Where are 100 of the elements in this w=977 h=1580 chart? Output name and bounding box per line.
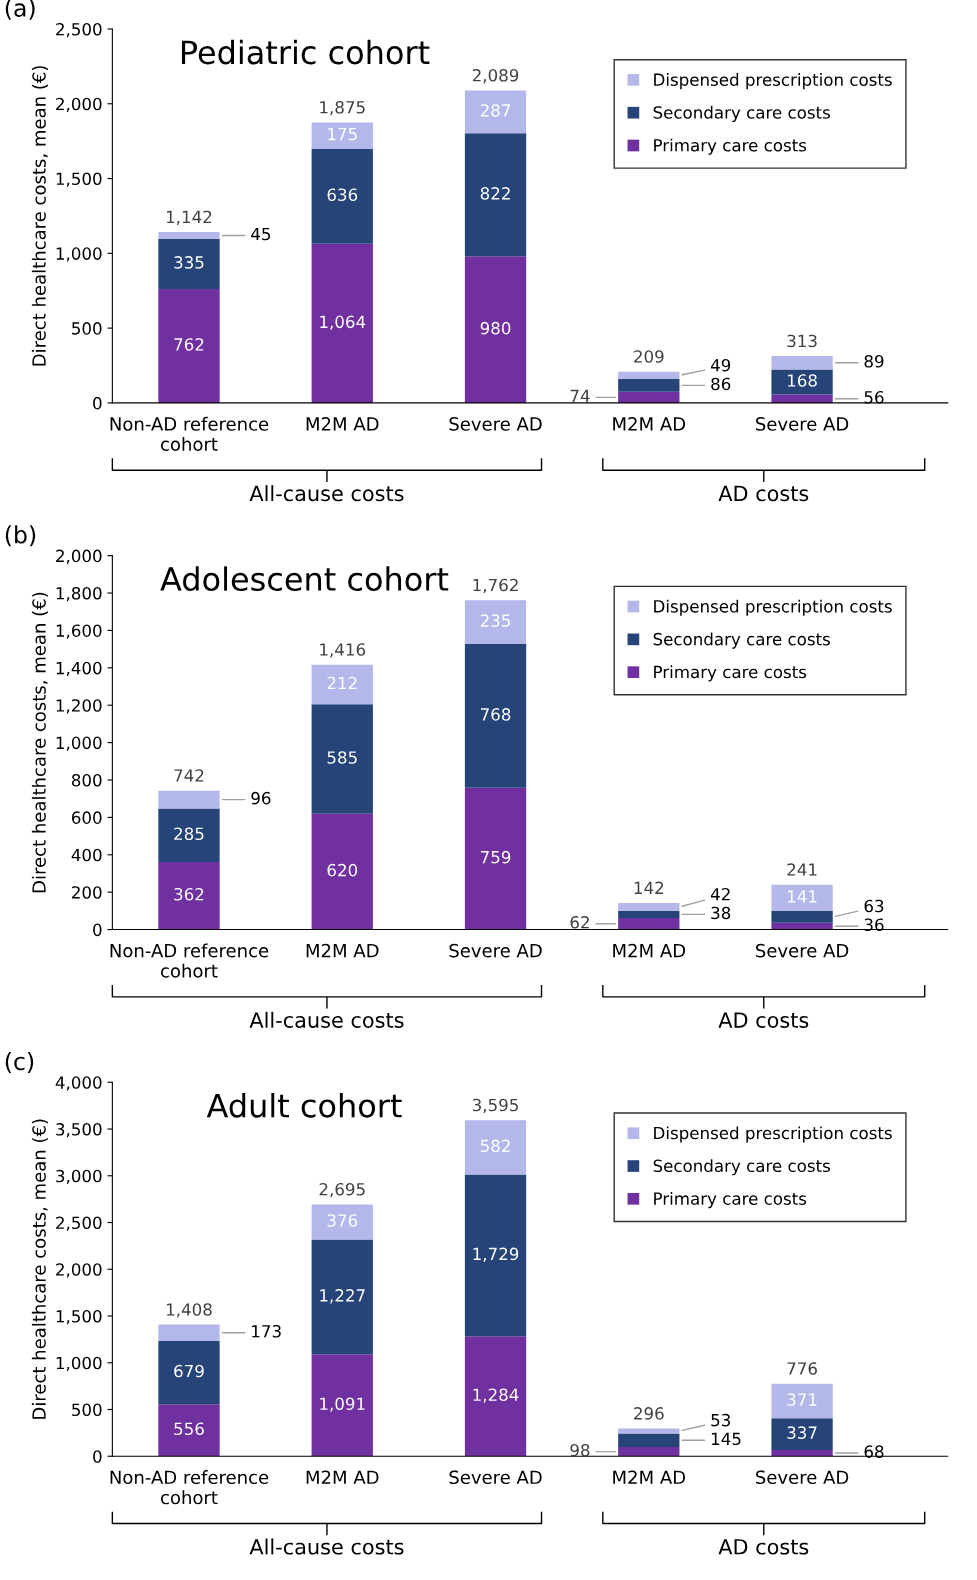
data-label: 96: [251, 791, 271, 805]
data-label: 38: [711, 906, 731, 920]
data-label: 173: [252, 1324, 281, 1338]
x-tick-label: Severe AD: [756, 943, 849, 958]
data-label: 335: [174, 256, 204, 269]
y-tick-label: 400: [71, 848, 102, 862]
total-label: 241: [787, 863, 817, 876]
data-label: 371: [787, 1393, 817, 1406]
y-tick-label: 1,500: [56, 1309, 102, 1325]
y-tick-label: 1,600: [56, 624, 102, 639]
data-label: 45: [251, 227, 271, 241]
total-label: 742: [174, 769, 204, 782]
chart-title: Adolescent cohort: [160, 566, 449, 592]
total-label: 1,762: [473, 578, 518, 593]
bar: [158, 1340, 220, 1405]
data-label: 620: [327, 863, 358, 877]
data-label: 768: [481, 708, 511, 721]
y-tick-label: 2,000: [56, 549, 102, 564]
y-tick-label: 0: [93, 1450, 102, 1463]
x-tick-label: Severe AD: [449, 417, 542, 431]
x-tick-label: Severe AD: [756, 1470, 849, 1485]
data-label: 285: [174, 827, 204, 841]
bar: [771, 911, 833, 923]
y-tick-label: 1,800: [56, 586, 102, 602]
data-label: 762: [174, 338, 204, 351]
y-axis-title: Direct healthcare costs, mean (€): [31, 66, 48, 366]
total-label: 2,089: [472, 69, 519, 84]
bar: [771, 1383, 833, 1419]
bar: [158, 861, 220, 930]
y-tick-label: 500: [72, 1403, 102, 1417]
x-tick-label: Non-AD reference cohort: [110, 416, 269, 451]
total-label: 1,416: [320, 643, 366, 658]
data-label: 63: [864, 899, 884, 913]
y-tick-label: 800: [71, 773, 102, 787]
legend-label: Dispensed prescription costs: [654, 599, 892, 616]
total-label: 1,875: [320, 101, 365, 116]
bar: [311, 1354, 373, 1457]
bar: [311, 704, 373, 814]
text: (c): [5, 1052, 34, 1074]
bar: [771, 1418, 833, 1450]
bar: [311, 664, 373, 705]
bar: [311, 813, 373, 930]
y-tick-label: 0: [93, 396, 102, 410]
y-tick-label: 1,500: [56, 172, 102, 187]
data-label: 53: [711, 1413, 730, 1427]
chart-title: Pediatric cohort: [181, 39, 430, 65]
total-label: 776: [787, 1362, 817, 1375]
text: (b): [5, 525, 36, 547]
data-label: 168: [788, 374, 817, 387]
x-tick-label: M2M AD: [613, 943, 686, 958]
data-label: 556: [174, 1422, 204, 1436]
data-label: 62: [570, 916, 589, 929]
y-tick-label: 600: [71, 811, 102, 824]
total-label: 3,595: [472, 1098, 518, 1114]
data-label: 89: [864, 354, 884, 368]
data-label: 585: [327, 751, 357, 764]
data-label: 980: [480, 321, 511, 335]
total-label: 296: [634, 1407, 664, 1420]
x-tick-label: M2M AD: [613, 417, 686, 431]
bar: [311, 243, 373, 403]
x-tick-label: Severe AD: [756, 417, 849, 431]
bar: [618, 378, 680, 392]
y-tick-label: 1,400: [56, 661, 102, 677]
y-tick-label: 2,000: [56, 1263, 102, 1278]
y-tick-label: 1,200: [56, 699, 102, 714]
data-label: 287: [480, 104, 511, 117]
legend-label: Primary care costs: [654, 138, 807, 155]
y-tick-label: 3,500: [56, 1123, 102, 1138]
data-label: 759: [481, 850, 511, 864]
bar: [464, 256, 527, 403]
total-label: 313: [787, 334, 817, 348]
bar: [464, 600, 527, 645]
y-tick-label: 2,500: [56, 22, 102, 38]
total-label: 209: [634, 350, 664, 363]
bar: [464, 787, 527, 930]
bar: [618, 1433, 680, 1448]
legend-label: Secondary care costs: [653, 1159, 830, 1176]
bar: [618, 1447, 680, 1457]
text: AD costs: [718, 1539, 809, 1555]
x-tick-label: M2M AD: [613, 1470, 686, 1484]
x-tick-label: M2M AD: [306, 417, 379, 431]
x-tick-label: M2M AD: [306, 943, 379, 958]
bar: [464, 1120, 527, 1175]
y-axis-title: Direct healthcare costs, mean (€): [31, 1119, 48, 1419]
data-label: 175: [328, 127, 357, 141]
legend-label: Secondary care costs: [653, 105, 830, 122]
bar: [158, 238, 220, 289]
bar: [158, 288, 220, 403]
total-label: 142: [634, 881, 664, 894]
data-label: 1,064: [320, 315, 366, 330]
data-label: 337: [787, 1426, 817, 1439]
text: All-cause costs: [249, 485, 404, 502]
data-label: 1,227: [320, 1289, 365, 1304]
data-label: 636: [327, 188, 358, 202]
bar: [311, 122, 373, 149]
data-label: 68: [864, 1445, 884, 1458]
y-tick-label: 2,000: [56, 97, 102, 113]
bar: [158, 1404, 220, 1457]
data-label: 86: [711, 377, 731, 391]
y-tick-label: 1,000: [56, 247, 102, 262]
